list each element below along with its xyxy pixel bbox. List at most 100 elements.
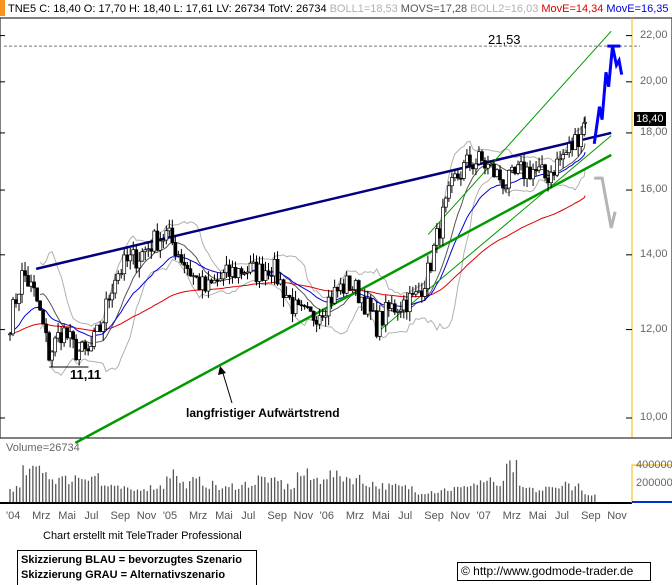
candle-body bbox=[474, 163, 478, 170]
candle-body bbox=[305, 306, 310, 308]
legend-box: Skizzierung BLAU = bevorzugtes Szenario … bbox=[17, 550, 257, 585]
candle-body bbox=[119, 273, 124, 276]
candle-body bbox=[179, 254, 184, 263]
candle-body bbox=[107, 298, 112, 301]
candle-body bbox=[206, 279, 211, 292]
boll2-value: BOLL2=16,03 bbox=[470, 3, 539, 15]
candle-body bbox=[489, 163, 493, 166]
candle-body bbox=[507, 169, 511, 189]
candle-body bbox=[528, 166, 532, 180]
candle-body bbox=[89, 346, 94, 352]
annotation-arrow bbox=[221, 369, 233, 404]
bollinger-lower bbox=[39, 169, 586, 377]
candle-body bbox=[441, 206, 445, 239]
x-tick-label: Jul bbox=[241, 510, 256, 522]
candle-body bbox=[227, 264, 232, 277]
copyright-link[interactable]: © http://www.godmode-trader.de bbox=[457, 562, 651, 581]
candle-body bbox=[314, 320, 319, 325]
candle-body bbox=[413, 291, 418, 295]
close-value: C: 18,40 bbox=[39, 3, 81, 15]
candle-body bbox=[131, 249, 136, 256]
candle-body bbox=[477, 151, 481, 165]
candle-body bbox=[531, 169, 535, 180]
candle-body bbox=[395, 311, 400, 313]
candle-body bbox=[8, 333, 12, 336]
x-tick-label: Nov bbox=[293, 510, 314, 522]
candle-body bbox=[32, 281, 36, 289]
candle-body bbox=[422, 288, 427, 297]
x-tick-label: Mrz bbox=[502, 510, 521, 522]
candle-body bbox=[389, 303, 394, 309]
candle-body bbox=[362, 296, 367, 315]
candle-body bbox=[200, 276, 205, 291]
candle-body bbox=[302, 305, 307, 307]
candle-body bbox=[287, 295, 292, 298]
candle-body bbox=[218, 278, 223, 282]
x-tick-label: Jul bbox=[84, 510, 99, 522]
candle-body bbox=[438, 228, 442, 239]
legend-blue: Skizzierung BLAU = bevorzugtes Szenario bbox=[21, 554, 242, 566]
candle-body bbox=[236, 268, 241, 278]
x-tick-label: Mrz bbox=[188, 510, 208, 522]
moving-average-blue bbox=[9, 151, 586, 337]
candle-body bbox=[23, 270, 27, 276]
symbol: TNE5 bbox=[8, 3, 37, 15]
x-tick-label: Nov bbox=[136, 510, 157, 522]
candle-body bbox=[254, 261, 259, 282]
candle-body bbox=[296, 299, 301, 306]
candle-body bbox=[155, 230, 160, 251]
candle-body bbox=[425, 262, 430, 289]
candle-body bbox=[140, 251, 145, 262]
low-value: L: 17,61 bbox=[173, 3, 214, 15]
candle-body bbox=[401, 299, 406, 311]
candle-body bbox=[191, 275, 196, 278]
candle-body bbox=[62, 327, 66, 344]
candle-body bbox=[110, 292, 115, 301]
move-blue-value: MovE=16,35 bbox=[606, 3, 669, 15]
candle-body bbox=[59, 332, 63, 344]
candle-body bbox=[242, 272, 247, 275]
candle-body bbox=[410, 292, 415, 295]
y-tick-label: 12,00 bbox=[640, 322, 668, 335]
x-tick-label: Sep bbox=[110, 510, 131, 522]
credit-text: Chart erstellt mit TeleTrader Profession… bbox=[43, 530, 242, 542]
candle-body bbox=[161, 239, 166, 242]
candle-body bbox=[320, 315, 325, 318]
open-value: O: 17,70 bbox=[83, 3, 126, 15]
candle-body bbox=[170, 227, 175, 243]
candle-body bbox=[483, 160, 487, 169]
legend-gray: Skizzierung GRAU = Alternativszenario bbox=[21, 569, 226, 581]
candle-body bbox=[53, 337, 57, 353]
candle-body bbox=[392, 303, 397, 313]
candle-body bbox=[143, 249, 148, 253]
candle-body bbox=[368, 297, 373, 312]
x-tick-label: '07 bbox=[476, 510, 491, 522]
trend-annotation: langfristiger Aufwärtstrend bbox=[186, 406, 340, 420]
candle-body bbox=[137, 260, 142, 269]
candle-body bbox=[245, 271, 250, 274]
candle-body bbox=[278, 279, 283, 285]
last-volume: LV: 26734 bbox=[216, 3, 266, 15]
candle-body bbox=[26, 275, 30, 287]
candle-body bbox=[65, 327, 69, 339]
candle-body bbox=[86, 348, 91, 352]
candle-body bbox=[492, 163, 496, 177]
candle-body bbox=[350, 289, 355, 292]
candle-body bbox=[465, 154, 469, 164]
candle-body bbox=[537, 166, 541, 171]
move-red-value: MovE=14,34 bbox=[541, 3, 604, 15]
x-tick-label: Nov bbox=[450, 510, 470, 522]
trendline-green bbox=[74, 153, 612, 444]
candle-body bbox=[359, 296, 364, 304]
y-tick-label: 20,00 bbox=[640, 74, 668, 87]
volume-axis-line bbox=[631, 464, 672, 503]
candle-body bbox=[68, 331, 72, 339]
candle-body bbox=[450, 177, 454, 187]
candle-body bbox=[56, 332, 60, 339]
volume-label: Volume=26734 bbox=[6, 442, 80, 454]
candle-body bbox=[176, 254, 181, 257]
candle-body bbox=[468, 154, 472, 166]
candle-body bbox=[290, 296, 295, 315]
scenario-blue-path bbox=[592, 45, 624, 145]
x-tick-label: '05 bbox=[162, 510, 178, 522]
